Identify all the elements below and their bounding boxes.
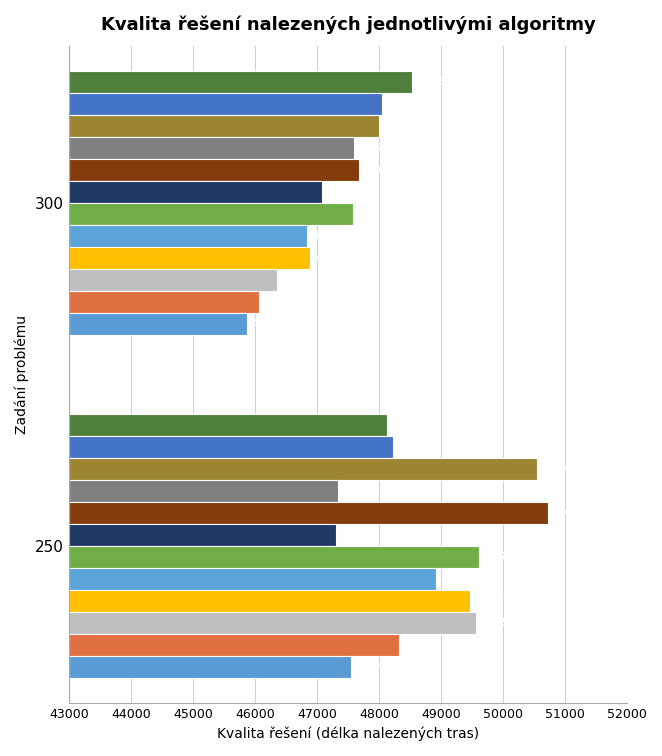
Text: 48004,2: 48004,2 [384, 121, 432, 132]
Text: 48132: 48132 [392, 420, 428, 430]
Bar [69, 313, 246, 336]
Bar [69, 524, 336, 546]
Bar [69, 458, 537, 480]
Bar [69, 502, 547, 524]
Bar [69, 181, 322, 203]
Text: 47082: 47082 [327, 187, 363, 197]
Text: 47670,2: 47670,2 [363, 166, 411, 175]
Bar [69, 116, 379, 138]
Bar [69, 656, 351, 678]
Text: 50717,4: 50717,4 [553, 508, 600, 518]
Y-axis label: Zadání problému: Zadání problému [15, 315, 30, 434]
Text: 46836,5: 46836,5 [312, 231, 359, 241]
Text: 48230: 48230 [399, 442, 434, 452]
Text: 47548: 47548 [356, 662, 393, 672]
Bar [69, 225, 307, 247]
Text: 50547: 50547 [542, 464, 579, 474]
Text: 48048: 48048 [387, 99, 424, 110]
Bar [69, 414, 387, 436]
Text: 49617,9: 49617,9 [485, 552, 532, 562]
X-axis label: Kvalita řešení (délka nalezených tras): Kvalita řešení (délka nalezených tras) [217, 727, 479, 741]
Text: 47601: 47601 [359, 144, 396, 153]
Bar [69, 160, 359, 181]
Text: 46894: 46894 [315, 253, 352, 263]
Text: 46068: 46068 [264, 297, 301, 308]
Text: 47572,9: 47572,9 [357, 209, 405, 219]
Bar [69, 568, 436, 590]
Text: 45865: 45865 [252, 319, 288, 330]
Text: 48316: 48316 [404, 640, 440, 650]
Title: Kvalita řešení nalezených jednotlivými algoritmy: Kvalita řešení nalezených jednotlivými a… [101, 15, 595, 33]
Bar [69, 480, 338, 502]
Bar [69, 247, 310, 269]
Bar [69, 634, 399, 656]
Bar [69, 612, 476, 634]
Text: 48533: 48533 [417, 77, 453, 87]
Text: 49471: 49471 [475, 596, 512, 606]
Bar [69, 138, 354, 160]
Bar [69, 71, 412, 93]
Bar [69, 269, 277, 291]
Bar [69, 203, 352, 225]
Bar [69, 590, 470, 612]
Bar [69, 436, 393, 458]
Text: 48912,3: 48912,3 [440, 574, 488, 584]
Text: 49559: 49559 [481, 618, 517, 628]
Text: 46351: 46351 [282, 275, 318, 285]
Text: 47331: 47331 [342, 486, 379, 496]
Text: 47312: 47312 [342, 530, 378, 540]
Bar [69, 93, 382, 116]
Bar [69, 291, 260, 313]
Bar [69, 546, 479, 568]
